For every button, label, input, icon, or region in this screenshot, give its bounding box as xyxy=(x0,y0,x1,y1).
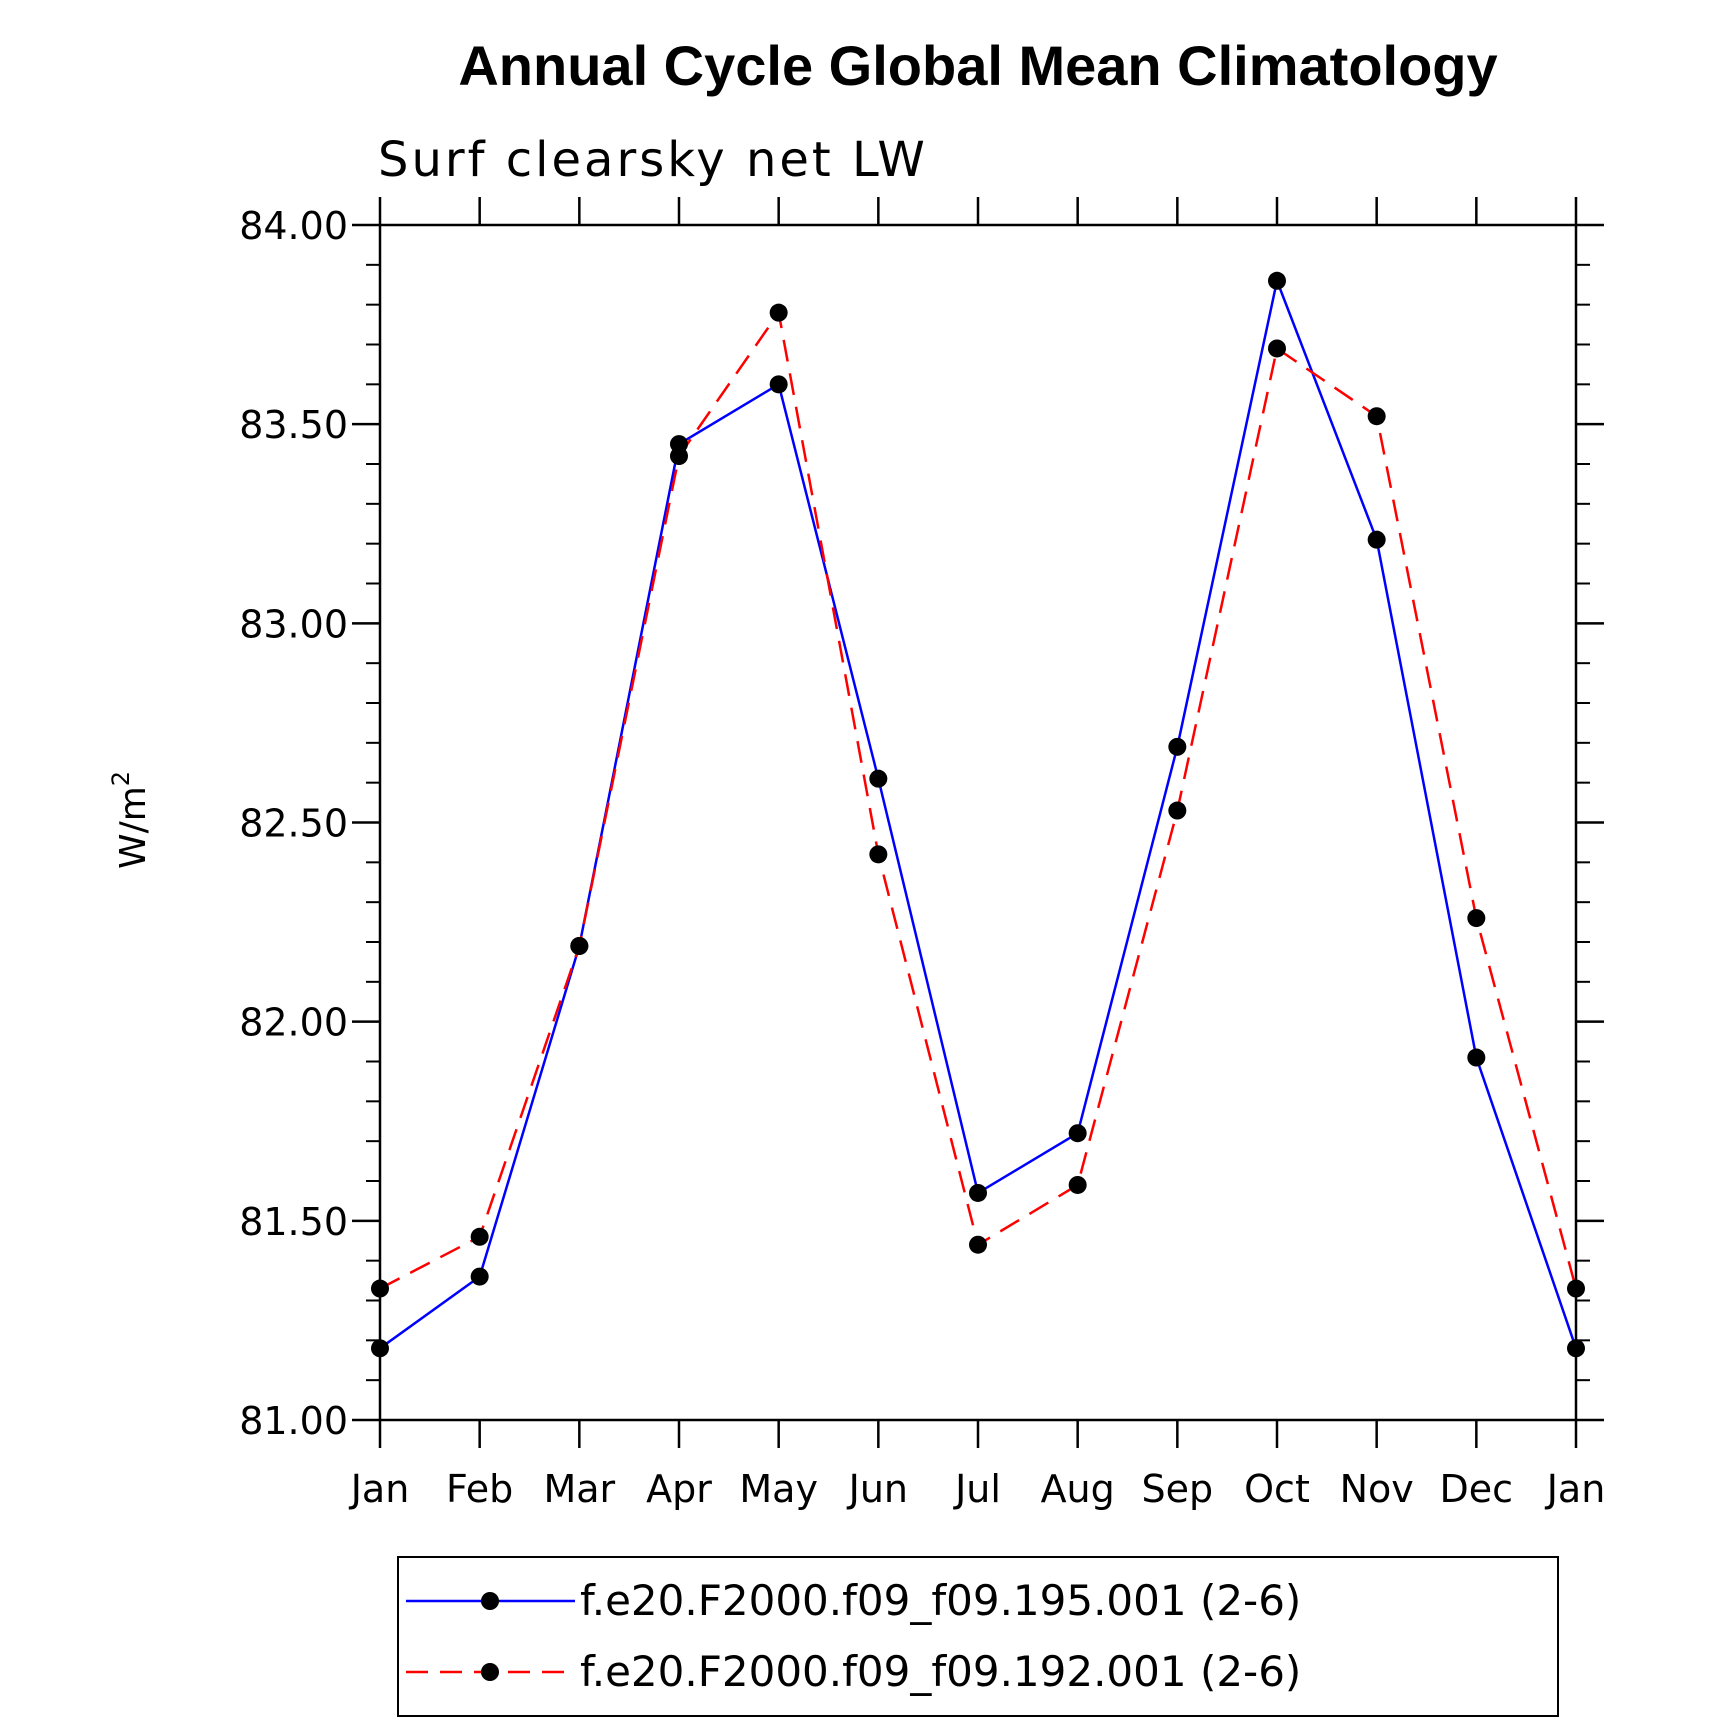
series-line-2 xyxy=(379,309,1578,1290)
series-1-point xyxy=(969,1183,987,1202)
series-2-point xyxy=(1467,909,1486,928)
x-tick-label: Oct xyxy=(1244,1467,1310,1511)
x-tick-labels: Jan Feb Mar Apr May Jun Jul Aug Sep Oct Nov Dec Jan xyxy=(349,1467,1606,1511)
series-2-point xyxy=(1268,339,1286,358)
series-2-point xyxy=(570,936,589,955)
legend: f.e20.F2000.f09_f09.195.001 (2-6) f.e20.… xyxy=(397,1556,1559,1717)
legend-box xyxy=(397,1556,1559,1717)
series-layer xyxy=(371,271,1585,1358)
chart-subtitle: Surf clearsky net LW xyxy=(378,132,928,188)
x-tick-label: Sep xyxy=(1142,1467,1214,1511)
series-2-point xyxy=(470,1227,489,1246)
legend-label-2: f.e20.F2000.f09_f09.192.001 (2-6) xyxy=(580,1647,1301,1696)
x-tick-label: May xyxy=(739,1467,818,1511)
y-tick-label: 81.50 xyxy=(239,1200,348,1244)
y-tick-label: 83.50 xyxy=(239,403,348,447)
y-axis-label-exponent: 2 xyxy=(107,771,135,786)
chart-title: Annual Cycle Global Mean Climatology xyxy=(458,34,1497,97)
series-1-point xyxy=(1168,737,1187,756)
x-tick-label: Aug xyxy=(1041,1467,1115,1511)
series-2-point xyxy=(969,1235,987,1254)
plot-frame xyxy=(378,223,1578,1422)
series-1-point xyxy=(1367,530,1386,549)
x-tick-label: Mar xyxy=(543,1467,615,1511)
series-1-point xyxy=(769,375,788,394)
series-1-point xyxy=(1268,271,1286,290)
x-tick-label: Apr xyxy=(646,1467,712,1511)
x-tick-label: Jan xyxy=(349,1467,410,1511)
y-tick-labels: 81.00 81.50 82.00 82.50 83.00 83.50 84.00 xyxy=(239,204,348,1443)
y-tick-label: 84.00 xyxy=(239,204,348,248)
y-axis-label: W/m2 xyxy=(107,771,154,869)
y-tick-label: 82.50 xyxy=(239,802,348,846)
legend-label-1: f.e20.F2000.f09_f09.195.001 (2-6) xyxy=(580,1576,1301,1625)
x-tick-label: Dec xyxy=(1440,1467,1514,1511)
series-2-point xyxy=(670,447,688,466)
x-tick-label: Feb xyxy=(446,1467,513,1511)
series-2-point xyxy=(1168,801,1187,820)
axis-ticks xyxy=(352,197,1604,1448)
y-tick-label: 81.00 xyxy=(239,1399,348,1443)
legend-marker-2 xyxy=(481,1663,499,1681)
x-tick-label: Jan xyxy=(1545,1467,1606,1511)
series-2-point xyxy=(1367,407,1386,426)
series-2-point xyxy=(769,303,788,322)
series-1-point xyxy=(470,1267,489,1286)
series-1-point xyxy=(1467,1048,1486,1067)
y-tick-label: 82.00 xyxy=(239,1001,348,1045)
series-2-point xyxy=(869,845,888,864)
series-2-point xyxy=(1068,1175,1087,1194)
series-1-point xyxy=(1068,1124,1087,1143)
x-tick-label: Nov xyxy=(1340,1467,1414,1511)
legend-marker-1 xyxy=(481,1592,499,1610)
series-1-point xyxy=(869,769,888,788)
y-tick-label: 83.00 xyxy=(239,602,348,646)
x-tick-label: Jun xyxy=(847,1467,908,1511)
x-tick-label: Jul xyxy=(953,1467,1001,1511)
